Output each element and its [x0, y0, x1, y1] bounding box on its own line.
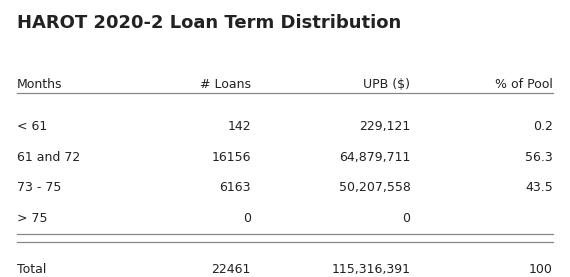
Text: # Loans: # Loans — [200, 78, 251, 91]
Text: 22461: 22461 — [211, 263, 251, 276]
Text: 43.5: 43.5 — [525, 181, 553, 194]
Text: 50,207,558: 50,207,558 — [339, 181, 410, 194]
Text: Total: Total — [17, 263, 47, 276]
Text: 61 and 72: 61 and 72 — [17, 151, 80, 164]
Text: 0.2: 0.2 — [533, 120, 553, 134]
Text: 56.3: 56.3 — [525, 151, 553, 164]
Text: HAROT 2020-2 Loan Term Distribution: HAROT 2020-2 Loan Term Distribution — [17, 14, 401, 32]
Text: UPB ($): UPB ($) — [364, 78, 410, 91]
Text: 64,879,711: 64,879,711 — [339, 151, 410, 164]
Text: % of Pool: % of Pool — [495, 78, 553, 91]
Text: 115,316,391: 115,316,391 — [331, 263, 410, 276]
Text: 229,121: 229,121 — [359, 120, 410, 134]
Text: > 75: > 75 — [17, 212, 48, 225]
Text: 100: 100 — [529, 263, 553, 276]
Text: 6163: 6163 — [219, 181, 251, 194]
Text: Months: Months — [17, 78, 63, 91]
Text: 142: 142 — [227, 120, 251, 134]
Text: 0: 0 — [402, 212, 410, 225]
Text: < 61: < 61 — [17, 120, 47, 134]
Text: 16156: 16156 — [211, 151, 251, 164]
Text: 0: 0 — [243, 212, 251, 225]
Text: 73 - 75: 73 - 75 — [17, 181, 62, 194]
